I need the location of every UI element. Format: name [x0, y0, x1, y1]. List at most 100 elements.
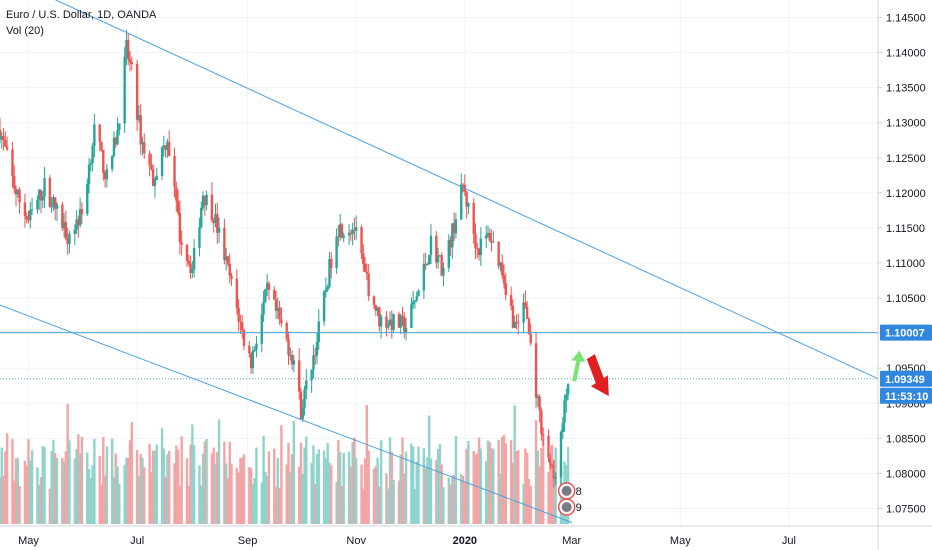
candle-body — [278, 307, 281, 320]
volume-bar — [191, 424, 194, 524]
price-tag[interactable] — [880, 370, 932, 387]
volume-bar — [86, 452, 89, 524]
candle-body — [61, 204, 64, 229]
volume-bar — [185, 458, 189, 524]
price-axis-label: 1.12000 — [886, 188, 926, 200]
candle-body — [93, 124, 96, 146]
candle-body — [379, 316, 383, 327]
volume-bar — [517, 450, 520, 524]
volume-bar — [337, 440, 340, 524]
volume-bar — [472, 451, 475, 524]
candle-body — [322, 291, 326, 322]
candle-body — [178, 212, 182, 243]
volume-bar — [73, 458, 76, 524]
volume-bar — [139, 454, 142, 524]
volume-bar — [534, 420, 538, 524]
candle-body — [39, 190, 43, 201]
candle-body — [239, 321, 242, 323]
volume-bar — [314, 484, 317, 524]
candle-body — [401, 315, 404, 317]
volume-bar — [23, 460, 27, 524]
volume-bar — [273, 448, 276, 524]
candle-body — [214, 213, 217, 224]
volume-bar — [424, 468, 427, 524]
candle-body — [30, 209, 34, 211]
trendline-2[interactable] — [0, 304, 572, 523]
candle-body — [249, 353, 253, 368]
candle-body — [164, 145, 167, 150]
time-axis-label: Nov — [346, 535, 366, 547]
volume-bar — [499, 473, 502, 524]
volume-bar — [547, 471, 550, 524]
volume-bar — [497, 439, 500, 524]
volume-bar — [14, 458, 18, 524]
candle-body — [237, 307, 240, 322]
volume-bar — [230, 463, 233, 524]
volume-bar — [525, 452, 529, 524]
volume-bar — [61, 457, 64, 524]
candle-body — [0, 136, 3, 140]
volume-bar — [239, 457, 242, 524]
volume-bar — [353, 437, 356, 524]
candle-body — [23, 202, 27, 216]
volume-bar — [552, 461, 556, 524]
candle-body — [127, 40, 130, 60]
candle-body — [511, 305, 515, 328]
volume-bar — [189, 444, 192, 524]
volume-bar — [54, 453, 57, 524]
price-axis-label: 1.13500 — [886, 83, 926, 95]
volume-bar — [205, 439, 208, 524]
event-flag-icon — [561, 502, 572, 513]
candle-body — [536, 396, 540, 398]
candle-body — [467, 202, 470, 207]
candle-body — [428, 254, 431, 265]
candle-body — [189, 263, 192, 273]
volume-bar — [25, 465, 28, 524]
volume-bar — [18, 485, 21, 524]
time-axis-label: May — [670, 535, 691, 547]
volume-bar — [223, 441, 226, 524]
candle-body — [153, 180, 157, 187]
candle-body — [285, 323, 288, 339]
volume-bar — [330, 465, 333, 524]
trendline-1[interactable] — [18, 0, 879, 380]
candle-body — [200, 207, 203, 228]
candle-body — [264, 289, 267, 302]
arrow-down-icon — [586, 354, 609, 397]
volume-bar — [52, 439, 55, 524]
volume-bar — [216, 451, 219, 524]
candle-body — [110, 155, 114, 170]
candle-body — [262, 301, 265, 315]
price-axis-label: 1.13000 — [886, 118, 926, 130]
volume-bar — [490, 448, 493, 524]
candle-body — [102, 149, 105, 173]
volume-bar — [529, 485, 532, 524]
volume-bar — [36, 467, 39, 524]
candle-body — [338, 224, 342, 238]
candle-body — [203, 195, 207, 206]
candle-body — [502, 275, 506, 284]
candle-body — [552, 464, 556, 479]
volume-bar — [160, 427, 164, 524]
candle-body — [477, 248, 481, 256]
candle-body — [205, 194, 208, 206]
price-tag-label: 1.10007 — [885, 328, 925, 340]
price-tag[interactable] — [880, 324, 932, 341]
chart-legend: Euro / U.S. Dollar, 1D, OANDA Vol (20) — [6, 7, 156, 39]
volume-bar — [235, 467, 239, 524]
candle-body — [13, 176, 16, 190]
volume-bar — [11, 439, 14, 524]
volume-bar — [39, 476, 43, 524]
candle-body — [139, 115, 142, 145]
volume-bar — [549, 445, 552, 524]
candle-body — [78, 209, 82, 226]
candle-body — [87, 164, 91, 184]
candle-body — [86, 183, 89, 214]
candle-body — [43, 178, 46, 197]
candle-body — [461, 184, 465, 186]
volume-bar — [123, 464, 126, 524]
volume-bar — [390, 451, 394, 524]
volume-bar — [135, 450, 139, 524]
